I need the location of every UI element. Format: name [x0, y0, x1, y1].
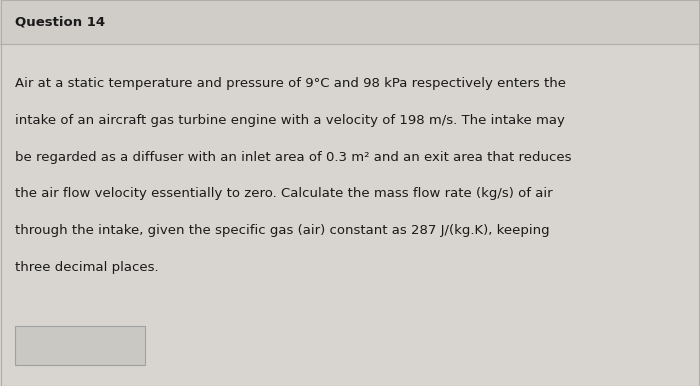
FancyBboxPatch shape: [15, 326, 145, 365]
Text: be regarded as a diffuser with an inlet area of 0.3 m² and an exit area that red: be regarded as a diffuser with an inlet …: [15, 151, 572, 164]
Text: intake of an aircraft gas turbine engine with a velocity of 198 m/s. The intake : intake of an aircraft gas turbine engine…: [15, 114, 566, 127]
Text: the air flow velocity essentially to zero. Calculate the mass flow rate (kg/s) o: the air flow velocity essentially to zer…: [15, 187, 553, 200]
Text: three decimal places.: three decimal places.: [15, 261, 159, 274]
Text: through the intake, given the specific gas (air) constant as 287 J/(kg.K), keepi: through the intake, given the specific g…: [15, 224, 550, 237]
Text: Question 14: Question 14: [15, 16, 106, 29]
FancyBboxPatch shape: [0, 0, 700, 44]
Text: Air at a static temperature and pressure of 9°C and 98 kPa respectively enters t: Air at a static temperature and pressure…: [15, 77, 566, 90]
